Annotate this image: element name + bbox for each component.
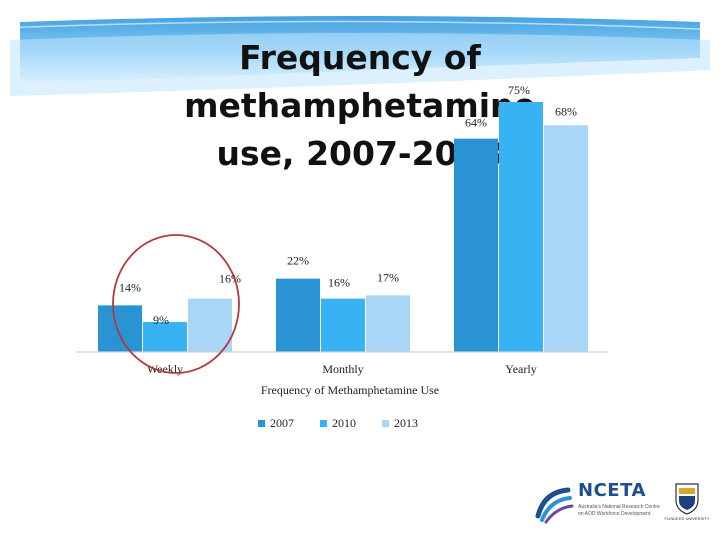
data-label-monthly-2007: 22% [287,254,309,268]
nceta-logo-text: NCETA [578,480,646,501]
title-banner [0,0,720,112]
legend-label-2007: 2007 [270,416,294,430]
legend-label-2013: 2013 [394,416,418,430]
bar-yearly-2010 [499,102,543,352]
legend-label-2010: 2010 [332,416,356,430]
data-label-weekly-2010: 9% [153,313,169,327]
bar-weekly-2013 [188,298,232,352]
legend-swatch-2013 [382,420,389,427]
flinders-logo-text: FLINDERS UNIVERSITY [664,516,710,521]
category-label-monthly: Monthly [322,362,363,376]
data-label-weekly-2013: 16% [219,272,241,286]
legend-item-2007: 2007 [258,416,294,431]
legend-item-2010: 2010 [320,416,356,431]
x-axis-title: Frequency of Methamphetamine Use [261,383,439,397]
legend: 2007 2010 2013 [0,416,720,434]
data-label-weekly-2007: 14% [119,280,141,294]
nceta-logo-icon [535,487,574,524]
data-label-monthly-2010: 16% [328,276,350,290]
title-line-1: Frequency of methamphetamine [184,38,536,125]
bar-yearly-2013 [544,125,588,352]
data-label-yearly-2007: 64% [465,116,487,130]
bar-monthly-2007 [276,278,320,352]
data-label-monthly-2013: 17% [377,270,399,284]
data-label-yearly-2010: 75% [508,83,530,97]
category-label-yearly: Yearly [505,362,536,376]
bar-weekly-2007 [98,305,142,352]
bar-weekly-2010 [143,322,187,352]
bar-yearly-2007 [454,138,498,352]
data-label-yearly-2013: 68% [555,104,577,118]
nceta-subtitle-1: Australia's National Research Centre [578,504,660,510]
legend-swatch-2007 [258,420,265,427]
bar-monthly-2010 [321,298,365,352]
legend-item-2013: 2013 [382,416,418,431]
nceta-subtitle-2: on AOD Workforce Development [578,511,651,517]
highlight-circle [112,234,240,374]
logos: NCETA Australia's National Research Cent… [530,476,710,532]
bar-monthly-2013 [366,295,410,352]
legend-swatch-2010 [320,420,327,427]
flinders-crest-icon [675,483,699,515]
